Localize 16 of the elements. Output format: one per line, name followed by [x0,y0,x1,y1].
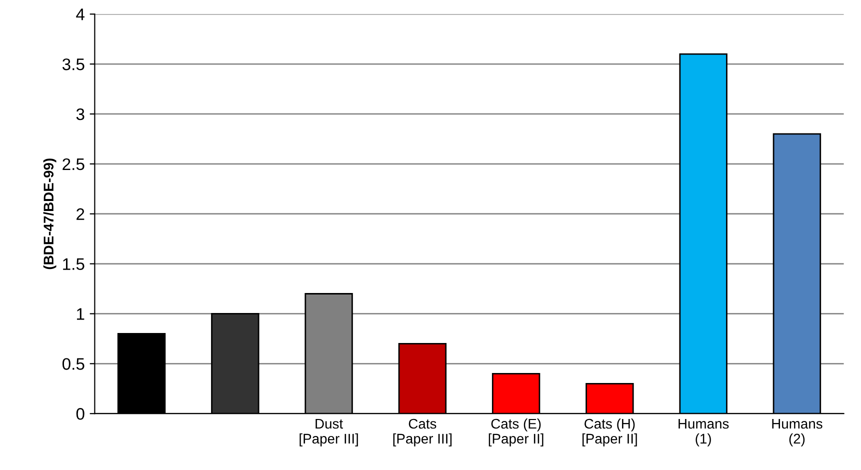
y-tick-label: 2 [76,208,84,220]
y-tick-label: 0 [76,408,84,420]
y-tick-label: 3.5 [62,58,84,70]
y-tick-label: 3 [76,108,84,120]
x-tick-label: Cats (E) [Paper II] [488,418,544,446]
y-tick-label: 0.5 [62,358,84,370]
y-tick-label: 4 [76,8,84,20]
y-axis-title: (BDE-47/BDE-99) [43,158,56,270]
y-tick-label: 1 [76,308,84,320]
x-tick-label: Cats [Paper III] [393,418,452,446]
x-tick-label: Humans (2) [772,418,822,446]
y-tick-label: 1.5 [63,258,84,270]
y-tick-label: 2.5 [62,158,84,170]
x-tick-label: Cats (H) [Paper II] [582,418,637,446]
x-tick-label: Dust [Paper III] [300,418,358,446]
x-tick-label: Humans (1) [678,418,729,446]
